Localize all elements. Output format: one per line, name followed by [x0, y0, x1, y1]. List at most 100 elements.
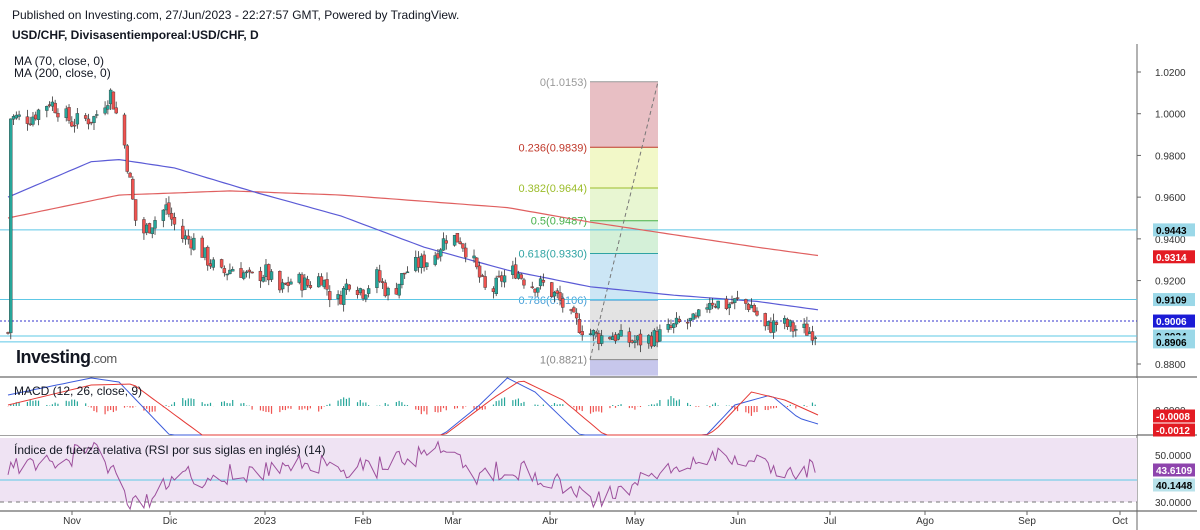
macd-histogram-bar — [201, 402, 203, 406]
fib-zone — [590, 253, 658, 301]
time-tick-label: Dic — [163, 516, 177, 527]
macd-histogram-bar — [620, 404, 622, 406]
macd-histogram-bar — [379, 405, 381, 406]
fib-trendline — [589, 81, 659, 360]
candle-body — [475, 257, 479, 268]
macd-histogram-bar — [290, 406, 292, 409]
candle-body — [555, 290, 559, 294]
candle-body — [192, 237, 196, 250]
price-axis[interactable]: 1.0200 1.0000 0.9800 0.9600 0.9400 0.9200 0.88… — [1137, 68, 1192, 509]
macd-histogram-bar — [243, 402, 245, 406]
macd-histogram-bar — [687, 402, 689, 406]
ma200-legend[interactable]: MA (200, close, 0) — [14, 66, 111, 80]
macd-histogram-bar — [670, 396, 672, 406]
candle-body — [108, 89, 113, 105]
horizontal-lines[interactable] — [0, 229, 1137, 343]
price-badge-bg — [1153, 335, 1195, 349]
macd-histogram-bar — [220, 401, 223, 406]
candle-body — [300, 274, 304, 291]
candle-body — [483, 276, 487, 288]
candle-body — [111, 91, 116, 110]
macd-histogram-bar — [129, 406, 131, 408]
rsi-legend[interactable]: Índice de fuerza relativa (RSI por sus s… — [14, 443, 326, 457]
macd-histogram-bar — [484, 406, 486, 410]
candle-body — [397, 283, 401, 296]
ma70-legend[interactable]: MA (70, close, 0) — [14, 54, 105, 68]
macd-histogram-bar — [495, 401, 497, 406]
candle-body — [375, 269, 379, 288]
macd-histogram-bar — [423, 406, 425, 412]
candle-body — [810, 331, 815, 341]
macd-histogram-bar — [573, 406, 575, 408]
macd-histogram-bar — [384, 402, 386, 406]
candle-body — [200, 237, 204, 258]
macd-histogram-bar — [54, 402, 56, 406]
candle-body — [746, 303, 751, 310]
macd-histogram-bar — [284, 406, 286, 411]
candle-body — [533, 288, 537, 293]
candle-body — [502, 275, 507, 283]
candle-body — [142, 219, 146, 234]
macd-histogram-bar — [673, 398, 675, 406]
macd-histogram-bar — [171, 404, 173, 406]
price-badge-bg — [1153, 223, 1195, 237]
candle-body — [64, 108, 68, 118]
candle-body — [386, 287, 390, 296]
candle-body — [267, 264, 271, 281]
macd-histogram-bar — [534, 404, 536, 406]
macd-histogram-bar — [29, 399, 31, 406]
candle-body — [705, 307, 709, 310]
rsi-pane — [0, 438, 1137, 511]
candle-body — [513, 264, 518, 279]
macd-histogram-bar — [440, 406, 442, 412]
candle-body — [599, 335, 604, 344]
candle-body — [322, 279, 326, 288]
candle-body — [813, 337, 817, 339]
macd-histogram-bar — [112, 406, 115, 413]
macd-histogram-bar — [320, 406, 323, 410]
fibonacci-retracement[interactable]: 0(1.0153) 0.236(0.9839) 0.382(0.9644) 0.5(0… — [519, 77, 659, 376]
macd-histogram-bar — [96, 406, 98, 413]
candle-body — [419, 255, 424, 268]
candle-body — [339, 295, 343, 305]
time-tick-label: Sep — [1018, 516, 1036, 527]
candle-body — [536, 287, 540, 293]
candle-body — [380, 281, 385, 283]
candle-body — [378, 270, 382, 282]
macd-histogram-bar — [337, 400, 339, 406]
macd-legend[interactable]: MACD (12, 26, close, 9) — [14, 384, 143, 398]
signal-badge: -0.0012 — [1156, 426, 1190, 437]
price-tick-label: 0.9200 — [1155, 277, 1186, 288]
macd-histogram-bar — [329, 403, 331, 406]
macd-histogram-bar — [537, 404, 539, 406]
candle-body — [572, 307, 576, 313]
macd-histogram-bar — [711, 404, 714, 406]
candle-body — [497, 275, 501, 278]
candle-body — [494, 277, 498, 295]
fib-zone — [590, 147, 658, 188]
macd-histogram-bar — [398, 400, 400, 406]
price-badge-bg — [1153, 293, 1195, 307]
macd-histogram-bar — [251, 406, 253, 410]
candle-body — [414, 257, 418, 271]
candle-body — [89, 121, 93, 124]
fib-zone — [590, 220, 658, 254]
macd-histogram-bar — [401, 402, 403, 406]
candle-body — [538, 278, 543, 287]
candle-body — [694, 315, 698, 318]
candle-body — [186, 235, 191, 240]
time-axis[interactable]: Nov Dic 2023 Feb Mar Abr May Jun Jul Ago Sep Oct — [63, 511, 1128, 527]
candle-body — [364, 294, 368, 300]
candle-body — [630, 340, 634, 343]
macd-histogram-bar — [462, 406, 464, 409]
publish-note: Published on Investing.com, 27/Jun/2023 … — [12, 8, 460, 22]
candle-body — [685, 321, 690, 324]
macd-histogram-bar — [562, 404, 564, 406]
macd-histogram-bar — [326, 404, 328, 406]
candle-body — [519, 274, 523, 279]
macd-histogram-bar — [165, 405, 167, 406]
time-tick-label: Feb — [354, 516, 372, 527]
macd-histogram-bar — [12, 404, 15, 406]
candle-body — [358, 288, 362, 294]
candle-body — [511, 265, 515, 275]
